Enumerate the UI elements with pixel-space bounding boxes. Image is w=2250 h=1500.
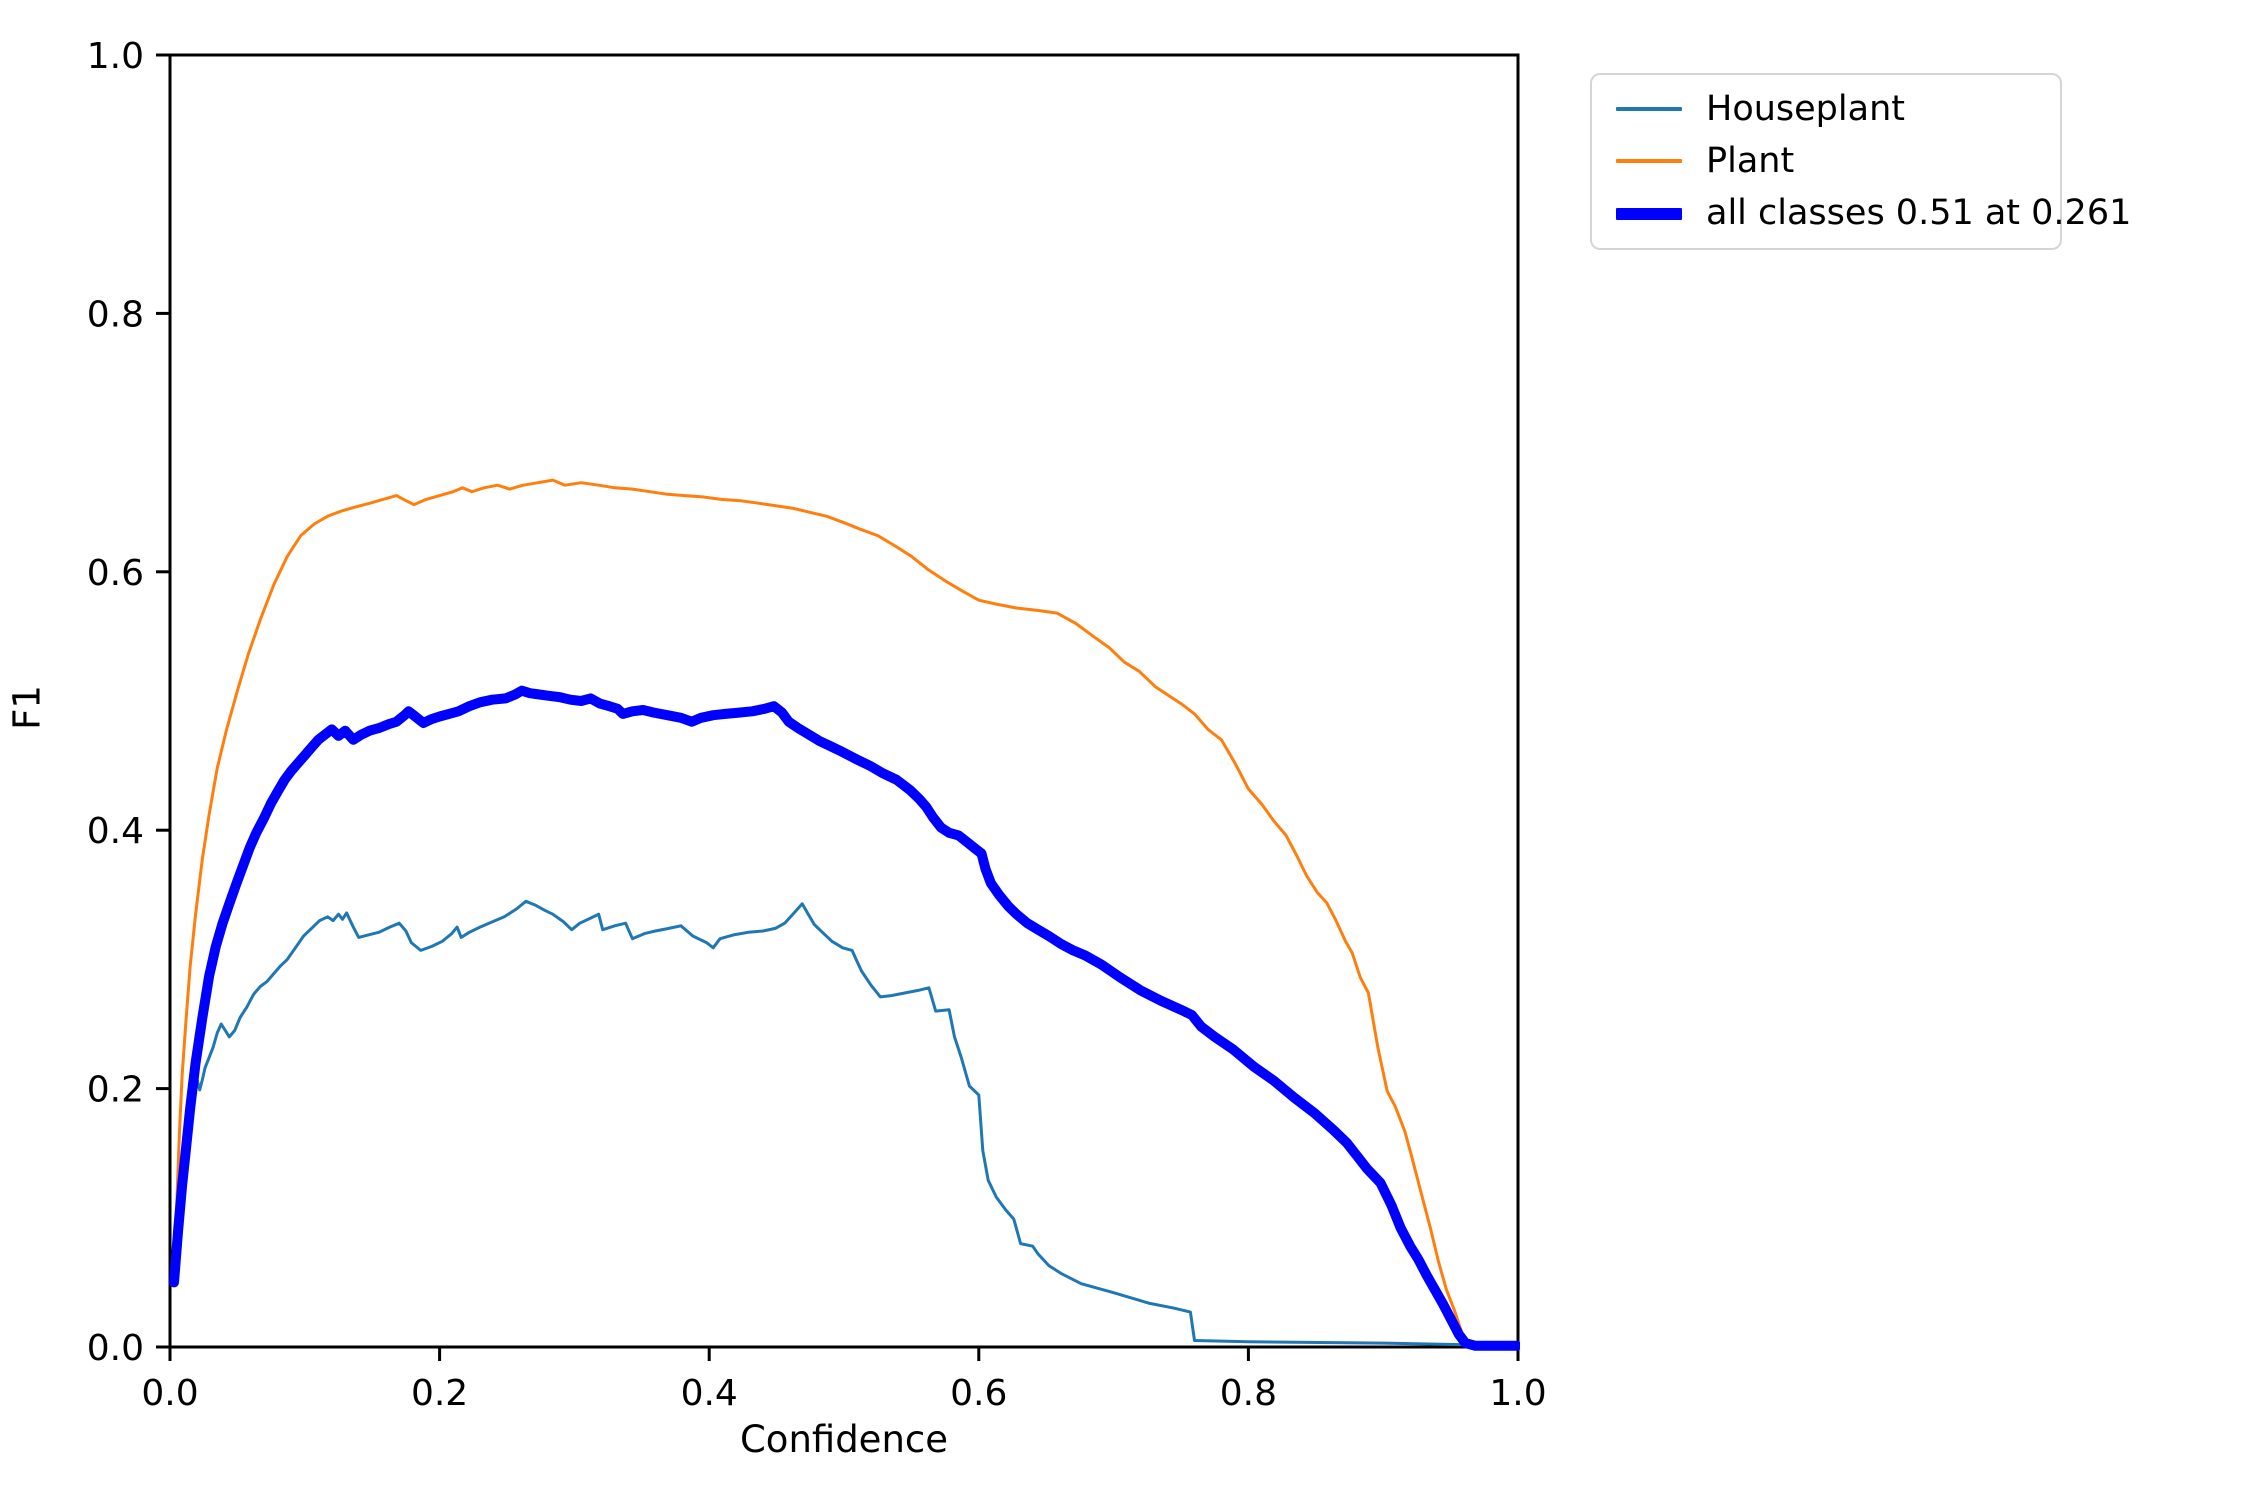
legend-label: Plant [1706,140,1795,181]
x-tick-label: 0.6 [950,1373,1007,1414]
x-tick-label: 0.0 [141,1373,198,1414]
plant-line-sample [1616,159,1682,164]
houseplant-curve [172,899,1519,1348]
y-tick-label: 0.4 [87,811,144,852]
x-tick-label: 0.2 [411,1373,468,1414]
axes-spines [168,53,1520,1349]
x-axis-title: Confidence [739,1418,949,1461]
x-tick-label: 0.4 [681,1373,738,1414]
legend-label: Houseplant [1706,88,1905,129]
legend-item-plant: Plant [1592,140,2060,181]
all-classes-line-sample [1616,207,1682,220]
legend: Houseplant Plant all classes 0.51 at 0.2… [1590,73,2131,250]
plant-curve [172,478,1519,1348]
legend-item-all-classes: all classes 0.51 at 0.261 [1592,196,2131,231]
y-tick-label: 0.8 [87,294,144,335]
series-group [169,478,1520,1351]
legend-item-houseplant: Houseplant [1592,88,2060,129]
all-curve [169,685,1520,1351]
x-tick-label: 0.8 [1220,1373,1277,1414]
x-tick-label: 1.0 [1489,1373,1546,1414]
y-tick-label: 0.6 [87,553,144,594]
y-tick-label: 0.0 [87,1328,144,1369]
y-tick-label: 0.2 [87,1070,144,1111]
houseplant-line-sample [1616,107,1682,112]
legend-label: all classes 0.51 at 0.261 [1706,193,2132,234]
y-tick-label: 1.0 [87,36,144,77]
